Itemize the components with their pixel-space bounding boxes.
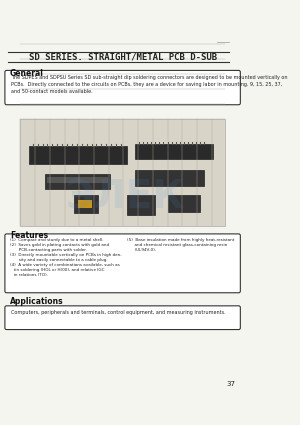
FancyBboxPatch shape bbox=[5, 71, 240, 105]
Bar bbox=[45, 174, 110, 189]
Text: Computers, peripherals and terminals, control equipment, and measuring instrumen: Computers, peripherals and terminals, co… bbox=[11, 310, 225, 315]
Text: (1)  Compact and sturdy due to a metal shell.
(2)  Saves gold in plating contact: (1) Compact and sturdy due to a metal sh… bbox=[10, 238, 122, 278]
Bar bbox=[28, 147, 127, 164]
Text: SD SERIES. STRAIGHT/METAL PCB D-SUB: SD SERIES. STRAIGHT/METAL PCB D-SUB bbox=[28, 52, 217, 61]
Bar bbox=[135, 144, 212, 159]
Bar bbox=[78, 200, 92, 208]
Text: Applications: Applications bbox=[10, 297, 63, 306]
Bar bbox=[74, 196, 98, 213]
Text: The SDPES and SDPSU Series SD sub-straight dip soldering connectors are designed: The SDPES and SDPSU Series SD sub-straig… bbox=[11, 75, 287, 94]
Bar bbox=[20, 119, 225, 226]
Bar bbox=[47, 177, 108, 183]
Text: 37: 37 bbox=[226, 381, 236, 387]
FancyBboxPatch shape bbox=[5, 234, 240, 293]
Bar bbox=[168, 196, 200, 212]
Text: (5)  Base insulation made from highly heat-resistant
      and chemical resistan: (5) Base insulation made from highly hea… bbox=[127, 238, 234, 252]
Text: General: General bbox=[10, 69, 44, 78]
Text: Features: Features bbox=[10, 232, 48, 241]
Bar bbox=[135, 170, 204, 187]
Text: ЭЛЕК: ЭЛЕК bbox=[65, 178, 184, 216]
Bar bbox=[127, 195, 155, 215]
FancyBboxPatch shape bbox=[5, 306, 240, 329]
